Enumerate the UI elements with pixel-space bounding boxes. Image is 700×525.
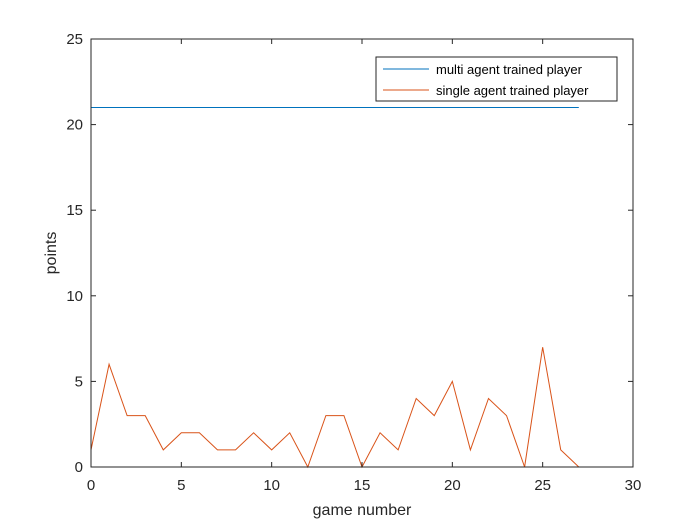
x-tick-label: 15 (354, 477, 371, 494)
series-line-single-agent-trained-player (90, 347, 580, 469)
x-tick-label: 30 (625, 477, 642, 494)
x-tick-label: 0 (87, 477, 95, 494)
y-tick-label: 25 (66, 31, 83, 48)
x-tick-label: 5 (177, 477, 185, 494)
plot-frame (90, 38, 634, 468)
y-tick-label: 15 (66, 202, 83, 219)
y-tick-label: 20 (66, 117, 83, 134)
y-tick-label: 0 (75, 459, 83, 476)
legend-label-single-agent: single agent trained player (436, 83, 589, 98)
y-tick-label: 5 (75, 373, 83, 390)
x-axis-label: game number (313, 502, 412, 519)
x-tick-label: 25 (534, 477, 551, 494)
plot-area (91, 39, 633, 467)
y-axis-label: points (43, 232, 60, 275)
legend-box (375, 56, 618, 102)
axes-layer: 0 5 10 15 20 25 30 0 5 10 15 20 25 (66, 31, 641, 494)
y-tick-label: 10 (66, 288, 83, 305)
series-layer (90, 106, 580, 469)
x-tick-label: 20 (444, 477, 461, 494)
legend: multi agent trained player single agent … (375, 56, 618, 102)
x-tick-label: 10 (263, 477, 280, 494)
legend-label-multi-agent: multi agent trained player (436, 62, 583, 77)
